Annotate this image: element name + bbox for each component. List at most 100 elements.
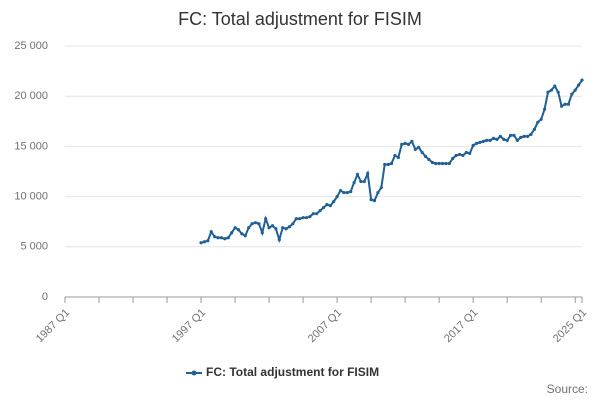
data-point [318, 209, 322, 213]
data-point [461, 153, 465, 158]
x-tick-label: 1997 Q1 [170, 307, 208, 345]
data-point [270, 224, 275, 228]
data-point [372, 199, 377, 203]
data-point [274, 227, 278, 231]
data-point [444, 161, 448, 166]
data-point [298, 217, 302, 221]
data-point [542, 107, 547, 111]
data-point [362, 179, 366, 184]
data-point [478, 140, 482, 144]
data-point [226, 236, 230, 240]
data-point [219, 236, 224, 240]
data-point [321, 206, 326, 210]
data-point [539, 117, 543, 121]
data-point [308, 215, 312, 219]
data-point [209, 230, 213, 234]
data-point [338, 188, 343, 193]
data-point [495, 137, 499, 141]
data-point [386, 162, 390, 167]
data-point [485, 138, 489, 142]
y-tick-label: 20 000 [14, 90, 48, 102]
data-point [573, 88, 577, 92]
data-point [294, 217, 298, 221]
data-point [522, 134, 526, 138]
data-point [213, 235, 217, 239]
data-point [267, 226, 271, 230]
data-point [342, 190, 346, 195]
data-point [403, 141, 407, 145]
data-point [287, 225, 292, 229]
data-point [532, 127, 536, 131]
data-point [396, 155, 400, 160]
data-point [264, 217, 268, 221]
data-point [437, 161, 441, 166]
data-point [556, 90, 560, 94]
data-point [233, 226, 237, 230]
data-point [389, 161, 394, 166]
data-point [366, 171, 370, 176]
data-point [529, 132, 533, 136]
data-point [369, 198, 373, 202]
data-point [257, 222, 261, 226]
data-point [284, 227, 288, 231]
data-point [488, 138, 492, 142]
data-point [355, 172, 360, 177]
data-point [549, 88, 553, 92]
data-line [200, 79, 583, 244]
data-point [352, 180, 356, 185]
data-point [417, 145, 421, 150]
data-point [393, 153, 397, 158]
data-point [383, 162, 387, 167]
data-point [202, 240, 207, 244]
data-point [260, 231, 264, 235]
data-point [505, 138, 509, 142]
data-point [301, 216, 305, 220]
data-point [474, 141, 479, 145]
data-point [471, 143, 475, 147]
data-point [451, 156, 455, 161]
data-point [553, 84, 557, 88]
data-point [376, 190, 380, 195]
data-point [349, 189, 353, 194]
data-point [512, 133, 516, 137]
data-point [580, 78, 584, 82]
data-point [400, 142, 404, 146]
data-point [281, 226, 285, 230]
data-point [447, 161, 451, 166]
data-point [559, 104, 564, 108]
y-tick-label: 5 000 [20, 241, 48, 253]
y-tick-label: 25 000 [14, 40, 48, 52]
data-point [519, 135, 523, 139]
x-tick-label: 2025 Q1 [551, 307, 589, 345]
data-point [502, 137, 506, 141]
data-point [345, 190, 349, 195]
data-point [491, 136, 496, 140]
data-point [216, 236, 220, 240]
data-point [332, 200, 336, 204]
data-point [464, 150, 468, 155]
data-point [576, 83, 581, 87]
data-point [335, 195, 339, 199]
data-point [423, 154, 428, 159]
data-point [410, 139, 414, 143]
data-point [546, 90, 550, 94]
y-tick-label: 0 [42, 291, 48, 303]
data-point [325, 203, 329, 207]
data-point [427, 157, 431, 162]
data-point [563, 102, 567, 106]
data-point [454, 153, 458, 158]
data-point [566, 102, 570, 106]
data-point [243, 234, 247, 238]
data-point [498, 134, 502, 138]
data-point [440, 161, 445, 166]
data-point [240, 232, 244, 236]
y-tick-label: 15 000 [14, 140, 48, 152]
data-point [223, 237, 227, 241]
data-point [250, 222, 254, 226]
data-point [515, 138, 519, 142]
data-point [430, 160, 434, 165]
data-point [406, 142, 411, 146]
data-point [359, 179, 363, 184]
data-point [253, 221, 258, 225]
